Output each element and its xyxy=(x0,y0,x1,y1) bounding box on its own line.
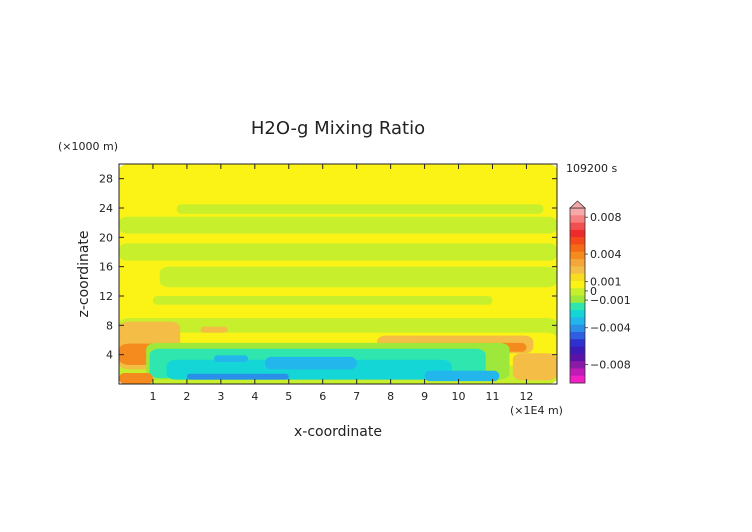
plot-frame xyxy=(118,163,558,385)
colorbar-swatch xyxy=(570,266,585,275)
colorbar-swatch xyxy=(570,310,585,318)
y-tick-label: 16 xyxy=(99,261,113,274)
colorbar-swatch xyxy=(570,375,585,384)
colorbar-swatch xyxy=(570,346,585,355)
y-tick-label: 8 xyxy=(106,319,113,332)
colorbar-swatch xyxy=(570,324,585,333)
colorbar-swatch xyxy=(570,237,585,245)
y-axis-label: z-coordinate xyxy=(76,230,92,317)
colorbar-swatch xyxy=(570,208,585,216)
contour-region-19 xyxy=(424,370,500,382)
x-tick-label: 6 xyxy=(319,390,326,403)
colorbar-swatch xyxy=(570,339,585,348)
contour-region-21 xyxy=(512,353,557,381)
colorbar-label: −0.001 xyxy=(590,294,631,307)
colorbar-label: 0.001 xyxy=(590,276,622,289)
colorbar-swatch xyxy=(570,368,585,377)
colorbar-swatch xyxy=(570,331,585,340)
x-axis: 1 2 3 4 5 6 7 8 9 10 11 12 xyxy=(149,164,533,403)
contour-region-17 xyxy=(265,356,357,370)
colorbar-swatch xyxy=(570,222,585,231)
x-tick-label: 4 xyxy=(251,390,258,403)
contour-region-2 xyxy=(119,216,557,234)
chart-title: H2O-g Mixing Ratio xyxy=(251,118,425,139)
contour-region-16 xyxy=(214,355,249,362)
colorbar-swatch xyxy=(570,280,585,289)
contour-field xyxy=(119,164,557,384)
colorbar-swatch xyxy=(570,244,585,253)
y-axis: 4 8 12 16 20 24 28 xyxy=(99,173,557,362)
x-tick-label: 1 xyxy=(149,390,156,403)
x-tick-label: 10 xyxy=(452,390,466,403)
time-label: 109200 s xyxy=(566,162,617,175)
contour-region-3 xyxy=(119,243,557,261)
colorbar-swatch xyxy=(570,251,585,260)
colorbar-swatch xyxy=(570,361,585,369)
y-tick-label: 24 xyxy=(99,202,113,215)
colorbar-swatch xyxy=(570,273,585,282)
x-tick-label: 3 xyxy=(217,390,224,403)
y-tick-label: 20 xyxy=(99,231,113,244)
x-unit-label: (×1E4 m) xyxy=(510,404,563,417)
x-tick-label: 12 xyxy=(519,390,533,403)
colorbar-top-arrow xyxy=(568,200,587,209)
contour-region-4 xyxy=(159,266,557,288)
colorbar-swatch xyxy=(570,229,585,238)
contour-region-6 xyxy=(152,296,493,305)
colorbar-swatch xyxy=(570,288,585,296)
x-tick-label: 5 xyxy=(285,390,292,403)
x-tick-label: 8 xyxy=(387,390,394,403)
contour-region-20 xyxy=(119,373,153,384)
colorbar-label: −0.008 xyxy=(590,359,631,372)
colorbar-label: −0.004 xyxy=(590,322,631,335)
y-tick-label: 12 xyxy=(99,290,113,303)
x-tick-label: 9 xyxy=(421,390,428,403)
colorbar-swatch xyxy=(570,215,585,224)
colorbar-swatch xyxy=(570,295,585,304)
colorbar-label: 0.008 xyxy=(590,211,622,224)
contour-region-18 xyxy=(186,373,289,380)
y-unit-label: (×1000 m) xyxy=(58,140,118,153)
colorbar-label: 0.004 xyxy=(590,248,622,261)
x-axis-label: x-coordinate xyxy=(294,424,382,440)
x-tick-label: 11 xyxy=(485,390,499,403)
colorbar-label: 0 xyxy=(590,285,597,298)
contour-region-1 xyxy=(176,204,544,214)
y-tick-label: 28 xyxy=(99,173,113,186)
contour-region-10 xyxy=(200,326,228,333)
x-tick-label: 7 xyxy=(353,390,360,403)
x-tick-label: 2 xyxy=(183,390,190,403)
colorbar-swatch xyxy=(570,302,585,311)
y-tick-label: 4 xyxy=(106,349,113,362)
colorbar-swatch xyxy=(570,259,585,267)
colorbar-swatch xyxy=(570,353,585,362)
colorbar-swatch xyxy=(570,317,585,326)
